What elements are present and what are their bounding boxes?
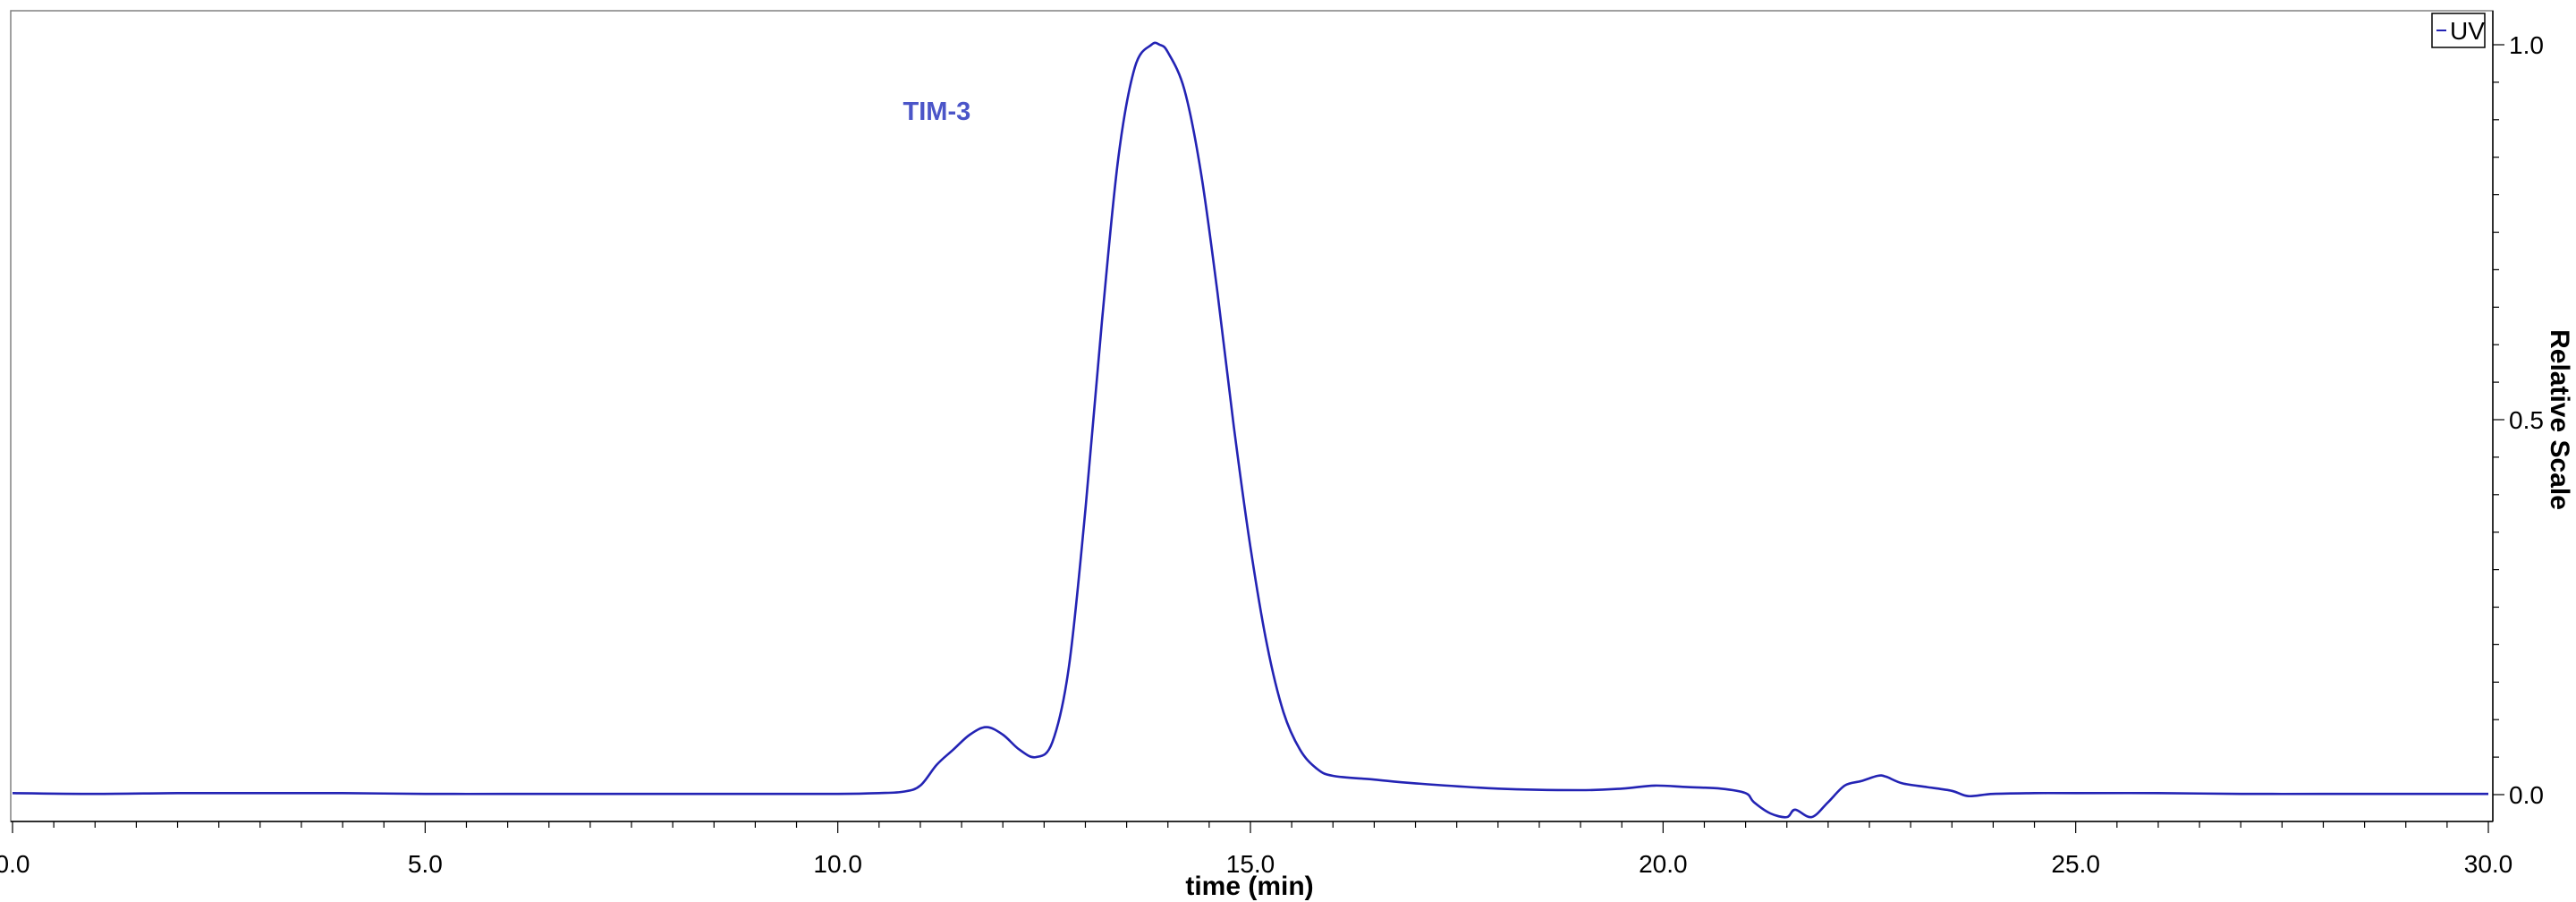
y-tick-label: 1.0 [2509, 31, 2544, 59]
series-line-uv [12, 41, 2488, 819]
y-axis-title: Relative Scale [2545, 329, 2574, 510]
x-tick-label: 20.0 [1639, 850, 1688, 878]
x-tick-label: 0.0 [0, 850, 30, 878]
x-tick-label: 30.0 [2464, 850, 2513, 878]
legend-entry-uv: UV [2450, 17, 2485, 45]
x-tick-label: 5.0 [408, 850, 443, 878]
y-axis: 0.0 0.5 1.0 [2492, 11, 2544, 821]
plot-frame [10, 10, 2494, 822]
legend: UV [2431, 13, 2486, 48]
y-tick-label: 0.0 [2509, 781, 2544, 809]
x-tick-label: 10.0 [813, 850, 862, 878]
y-tick-label: 0.5 [2509, 406, 2544, 434]
x-tick-label: 15.0 [1226, 850, 1275, 878]
x-axis-title: time (min) [1185, 872, 1313, 901]
x-axis: 0.0 5.0 10.0 15.0 20.0 25.0 30.0 [0, 821, 2512, 878]
peak-annotation-label: TIM-3 [903, 98, 971, 126]
x-tick-label: 25.0 [2051, 850, 2100, 878]
